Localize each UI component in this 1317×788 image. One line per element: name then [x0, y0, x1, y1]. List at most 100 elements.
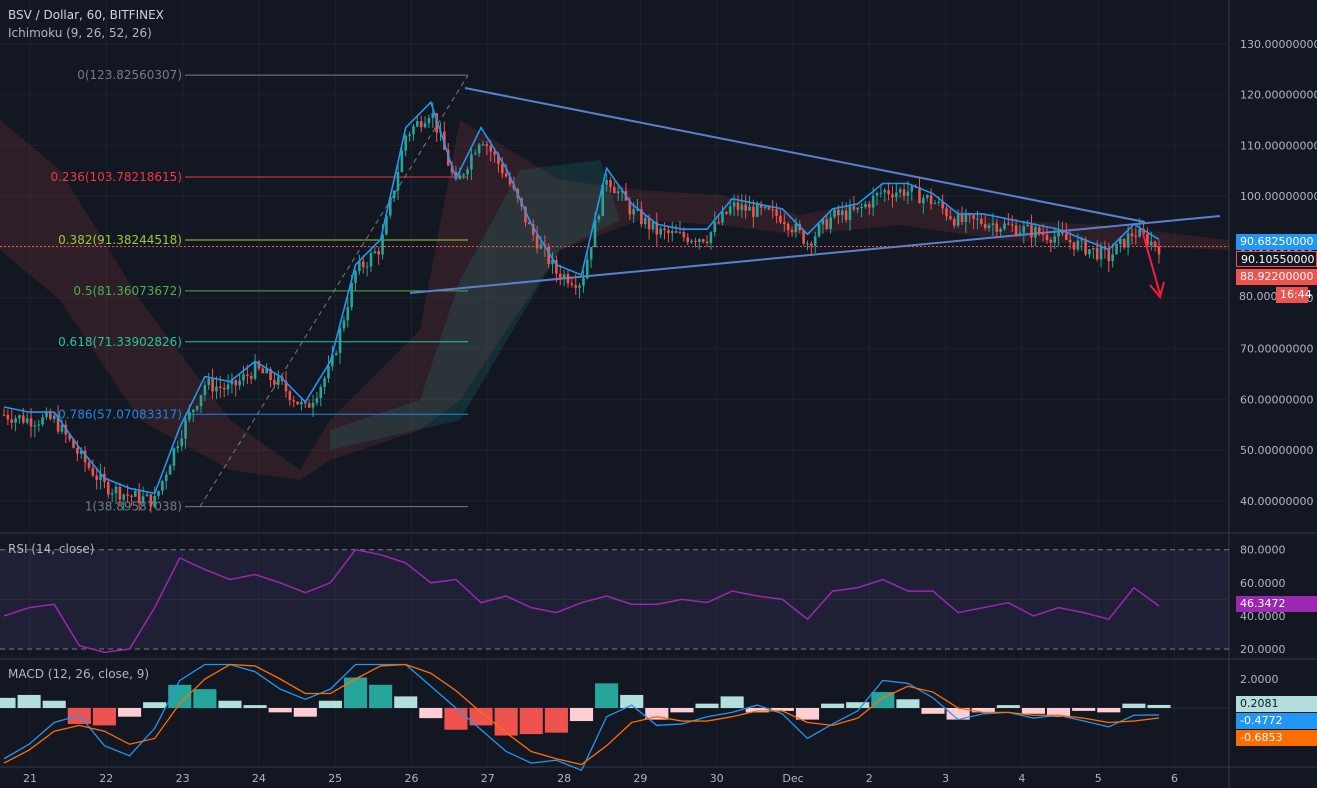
candle-body [134, 491, 137, 497]
candle-body [640, 208, 643, 225]
candle-body [1119, 238, 1122, 245]
candle-body [1157, 246, 1161, 255]
candle-body [203, 385, 207, 395]
candle-body [825, 219, 829, 229]
fib-level-label: 0.786(57.07083317) [58, 407, 182, 421]
candle-body [705, 241, 709, 244]
macd-histogram-bar [745, 708, 769, 713]
macd-label[interactable]: MACD (12, 26, close, 9) [8, 667, 150, 681]
candle-body [435, 113, 438, 133]
candle-body [609, 180, 612, 188]
macd-histogram-bar [369, 684, 393, 708]
candle-body [817, 224, 821, 237]
candle-body [284, 381, 288, 392]
candle-body [238, 380, 241, 386]
low-price-tag: 88.92200000 [1236, 269, 1317, 285]
candle-body [473, 153, 477, 155]
candle-body [670, 231, 674, 234]
candle-body [60, 424, 64, 432]
candle-body [1115, 244, 1118, 255]
candle-body [779, 215, 782, 223]
candle-body [601, 184, 605, 217]
candle-body [354, 271, 357, 283]
candle-body [234, 380, 238, 386]
candle-body [508, 176, 512, 185]
x-tick-label: 2 [866, 772, 873, 785]
candle-body [1146, 233, 1149, 246]
candle-body [616, 191, 620, 194]
candle-body [1130, 233, 1134, 236]
candle-body [837, 209, 840, 216]
candle-body [949, 216, 952, 220]
macd-histogram-bar [1047, 708, 1071, 717]
candle-body [528, 222, 531, 225]
candle-body [427, 118, 431, 124]
y-tick-label: 70.00000000 [1240, 343, 1313, 356]
candle-body [721, 211, 724, 223]
candle-body [412, 126, 415, 135]
candle-body [867, 204, 871, 208]
ichimoku-price-tag: 90.68250000 [1236, 234, 1317, 250]
rsi-line [3, 548, 1160, 654]
rsi-label[interactable]: RSI (14, close) [8, 542, 95, 556]
partial-price-label: 80.000 [1236, 289, 1278, 305]
ichimoku-label[interactable]: Ichimoku (9, 26, 52, 26) [8, 26, 152, 40]
candle-body [400, 150, 404, 172]
ascending-trendline [409, 215, 1221, 294]
candle-body [983, 223, 987, 229]
candle-body [1088, 249, 1091, 255]
candle-body [493, 151, 496, 155]
x-tick-label: 5 [1095, 772, 1102, 785]
candle-body [358, 261, 361, 272]
x-tick-label: 29 [633, 772, 647, 785]
candle-body [752, 206, 755, 217]
candle-body [184, 419, 187, 439]
macd-histogram-bar [770, 708, 794, 711]
candle-body [1122, 238, 1126, 248]
candle-body [551, 259, 554, 265]
candle-body [524, 206, 527, 223]
candle-body [404, 135, 408, 151]
candle-body [898, 189, 902, 193]
macd-histogram-bar [695, 703, 719, 708]
candle-body [597, 216, 601, 220]
candle-body [771, 209, 775, 211]
macd-histogram-bar [871, 692, 895, 708]
x-tick-label: 22 [99, 772, 113, 785]
candle-body [755, 204, 759, 217]
macd-histogram-bar [1072, 708, 1096, 711]
y-tick-label: 110.00000000 [1240, 139, 1317, 152]
candle-body [1142, 228, 1145, 234]
candle-body [307, 403, 311, 408]
candle-body [582, 278, 585, 286]
candle-body [775, 209, 778, 216]
x-tick-label: Dec [782, 772, 803, 785]
y-tick-label: 100.00000000 [1240, 190, 1317, 203]
forecast-arrowhead [1149, 281, 1165, 300]
candle-body [118, 486, 122, 500]
candle-body [10, 419, 14, 423]
candle-body [423, 123, 427, 128]
candle-body [72, 439, 75, 448]
candle-body [879, 192, 883, 194]
candle-body [130, 495, 133, 497]
candle-body [292, 400, 296, 402]
candle-body [767, 206, 771, 210]
ichimoku-conversion-line [3, 100, 1160, 495]
candle-body [991, 223, 995, 226]
macd-histogram-bar [117, 708, 142, 717]
candle-body [219, 386, 222, 388]
x-tick-label: 21 [23, 772, 37, 785]
candle-body [647, 217, 651, 230]
y-tick-label: 120.00000000 [1240, 89, 1317, 102]
candle-body [246, 374, 249, 377]
candle-body [392, 190, 396, 199]
candle-body [1037, 227, 1041, 234]
candle-body [763, 206, 767, 208]
macd-histogram-bar [821, 703, 845, 708]
candle-body [980, 218, 983, 224]
candle-body [1010, 224, 1014, 226]
fib-level-label: 1(38.89587038) [85, 500, 182, 514]
candle-body [18, 415, 21, 419]
